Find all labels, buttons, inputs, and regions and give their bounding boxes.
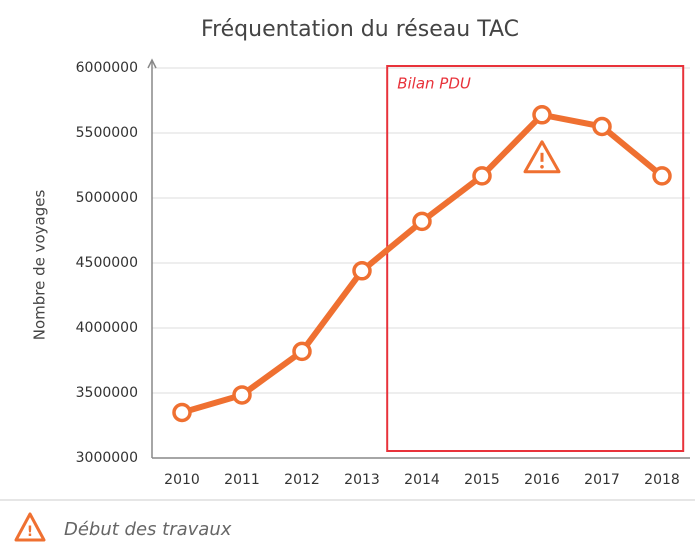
point [532, 105, 552, 125]
y-axis-label: Nombre de voyages [31, 190, 49, 341]
line [181, 111, 664, 416]
highlight-box [386, 65, 685, 452]
point [592, 116, 612, 137]
x-tick-label: 2018 [644, 472, 680, 488]
note-text: Début des travaux [64, 519, 232, 540]
x-tick-label: 2010 [164, 472, 200, 488]
point [652, 166, 672, 186]
chart-title: Fréquentation du réseau TAC [201, 17, 519, 42]
highlight-label: Bilan PDU [397, 75, 471, 93]
x-tick-label: 2012 [284, 472, 320, 488]
x-tick-label: 2013 [344, 472, 380, 488]
note-icon: ! [14, 512, 46, 542]
point [472, 166, 492, 186]
point [352, 261, 372, 281]
x-tick-label: 2011 [224, 472, 260, 488]
point [292, 341, 312, 362]
y-tick-label: 4500000 [76, 255, 138, 271]
y-tick-label: 6000000 [76, 60, 138, 76]
y-tick-label: 3000000 [76, 450, 138, 466]
x-tick-label: 2014 [404, 472, 440, 488]
y-tick-label: 4000000 [76, 320, 138, 336]
svg-text:!: ! [27, 524, 33, 540]
x-tick-label: 2015 [464, 472, 500, 488]
warning-icon [523, 140, 561, 174]
y-tick-label: 5500000 [76, 125, 138, 141]
point [412, 211, 432, 232]
y-tick-label: 5000000 [76, 190, 138, 206]
y-axis-arrow [147, 58, 157, 69]
y-tick-label: 3500000 [76, 385, 138, 401]
warning-dot [540, 165, 544, 169]
point [232, 385, 252, 405]
x-tick-label: 2016 [524, 472, 560, 488]
point [172, 402, 192, 423]
x-tick-label: 2017 [584, 472, 620, 488]
